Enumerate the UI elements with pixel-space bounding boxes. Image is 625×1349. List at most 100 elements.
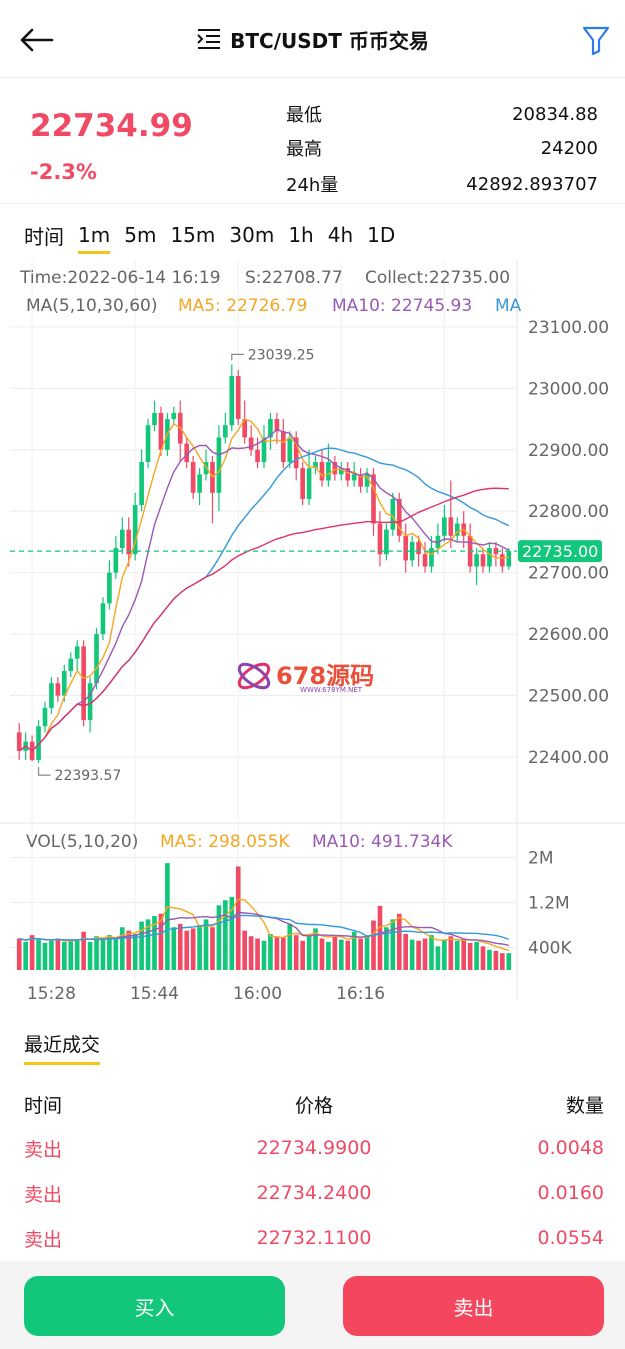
volume-bar — [126, 930, 132, 970]
table-row: 卖出 22734.9900 0.0048 — [24, 1133, 604, 1163]
ma-label: MA(5,10,30,60) — [26, 296, 157, 316]
volume-bar — [139, 921, 144, 970]
volume-bar — [261, 940, 267, 970]
tab-time[interactable]: 时间 — [24, 224, 64, 249]
volume-bar — [281, 937, 286, 970]
volume-bar — [87, 941, 93, 970]
volume-bar — [319, 938, 325, 970]
time-tick-label: 16:00 — [233, 984, 282, 1004]
candle-body — [268, 419, 273, 438]
candle-body — [68, 658, 74, 671]
price-tick-label: 22400.00 — [528, 748, 609, 768]
price-tick-label: 23000.00 — [528, 379, 609, 399]
page-title: BTC/USDT 币币交易 — [230, 28, 429, 53]
volume-bar — [29, 935, 35, 970]
volume-bar — [274, 936, 280, 970]
buy-button[interactable]: 买入 — [24, 1276, 285, 1336]
volume-bar — [216, 905, 222, 970]
candle-body — [74, 646, 80, 659]
candle-body — [364, 474, 370, 487]
price-tick-label: 22900.00 — [528, 441, 609, 461]
stat-label: 24h量 — [286, 175, 339, 196]
volume-bar — [23, 941, 28, 970]
volume-bar — [306, 936, 312, 970]
tab-4h[interactable]: 4h — [327, 223, 354, 247]
candle-body — [338, 468, 344, 475]
sell-button[interactable]: 卖出 — [343, 1276, 604, 1336]
high-marker: 23039.25 — [231, 347, 315, 363]
volume-tick-label: 2M — [528, 849, 553, 869]
candle-body — [442, 517, 447, 536]
volume-bar — [345, 940, 351, 970]
stat-value: 24200 — [540, 137, 598, 159]
ma10-label: MA10: 22745.93 — [332, 296, 472, 316]
stat-label: 最低 — [286, 105, 322, 126]
volume-bar — [358, 938, 363, 970]
candle-body — [474, 554, 479, 567]
tab-30m[interactable]: 30m — [229, 223, 275, 247]
volume-bar — [287, 923, 293, 970]
tab-15m[interactable]: 15m — [170, 223, 216, 247]
candle-body — [319, 462, 325, 481]
candle-body — [190, 462, 196, 493]
recent-trades-title[interactable]: 最近成交 — [24, 1030, 101, 1065]
stat-high: 最高 24200 — [286, 133, 598, 163]
candle-body — [261, 437, 267, 463]
price-tick-label: 22500.00 — [528, 687, 609, 707]
tab-1m[interactable]: 1m — [78, 212, 111, 258]
volume-bar — [119, 927, 125, 970]
candle-body — [216, 437, 222, 493]
volume-bar — [113, 937, 119, 970]
candle-body — [371, 474, 376, 524]
filter-icon[interactable] — [581, 24, 611, 56]
low-marker: 22393.57 — [37, 767, 121, 784]
candle-body — [409, 541, 415, 561]
high-marker-text: 23039.25 — [248, 347, 315, 363]
trade-amount: 0.0554 — [537, 1227, 604, 1249]
stat-low: 最低 20834.88 — [286, 99, 598, 129]
volume-bar — [493, 950, 499, 970]
action-bar: 买入 卖出 — [0, 1261, 625, 1349]
volume-bar — [42, 943, 48, 970]
volume-bar — [210, 927, 215, 970]
ma5-label: MA5: 22726.79 — [178, 296, 307, 316]
volume-bar — [68, 939, 74, 970]
list-indent-icon[interactable] — [196, 27, 222, 51]
kline-chart[interactable]: 678源码 WWW.678YM.NET 22735.00 23100.00 230… — [0, 260, 625, 1010]
candle-body — [49, 683, 54, 708]
volume-bar — [326, 941, 331, 970]
volume-bar — [132, 934, 138, 970]
volume-bar — [268, 934, 273, 970]
volume-bar — [332, 935, 338, 970]
vol-ma10-label: MA10: 491.734K — [312, 832, 453, 852]
candle-body — [255, 449, 260, 463]
tab-1d[interactable]: 1D — [367, 223, 396, 247]
app-header: BTC/USDT 币币交易 — [0, 0, 625, 78]
candle-body — [139, 462, 144, 506]
volume-tick-label: 1.2M — [528, 894, 570, 914]
timeframe-tabs: 时间 1m 5m 15m 30m 1h 4h 1D — [0, 212, 625, 258]
volume-bar — [61, 941, 67, 970]
volume-tick-label: 400K — [528, 939, 572, 959]
volume-bar — [371, 920, 376, 970]
tab-1h[interactable]: 1h — [288, 223, 314, 247]
volume-bar — [396, 913, 402, 970]
volume-bar — [461, 938, 467, 970]
info-time: Time:2022-06-14 16:19 — [19, 268, 221, 288]
arrow-left-icon[interactable] — [16, 22, 56, 58]
volume-bar — [16, 938, 22, 970]
volume-bar — [203, 919, 209, 970]
vol-ma5-line — [19, 898, 510, 952]
volume-bar — [177, 923, 183, 970]
candle-body — [358, 474, 363, 487]
volume-bar — [338, 939, 344, 970]
last-price: 22734.99 — [30, 108, 193, 144]
kline-svg[interactable]: 678源码 WWW.678YM.NET 22735.00 23100.00 230… — [0, 260, 625, 1010]
candle-body — [242, 419, 247, 438]
volume-bar — [55, 938, 61, 970]
tab-5m[interactable]: 5m — [124, 223, 157, 247]
trade-amount: 0.0048 — [537, 1137, 604, 1159]
candle-body — [313, 462, 318, 469]
candle-body — [306, 468, 312, 499]
table-row: 卖出 22734.2400 0.0160 — [24, 1178, 604, 1208]
